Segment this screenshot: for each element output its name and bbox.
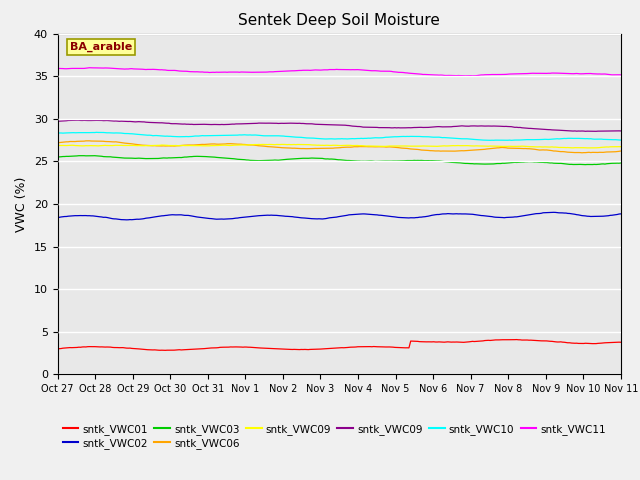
Legend: sntk_VWC01, sntk_VWC02, sntk_VWC03, sntk_VWC06, sntk_VWC09, sntk_VWC09, sntk_VWC: sntk_VWC01, sntk_VWC02, sntk_VWC03, sntk… (63, 424, 606, 449)
Y-axis label: VWC (%): VWC (%) (15, 176, 28, 232)
Title: Sentek Deep Soil Moisture: Sentek Deep Soil Moisture (238, 13, 440, 28)
Text: BA_arable: BA_arable (70, 42, 132, 52)
